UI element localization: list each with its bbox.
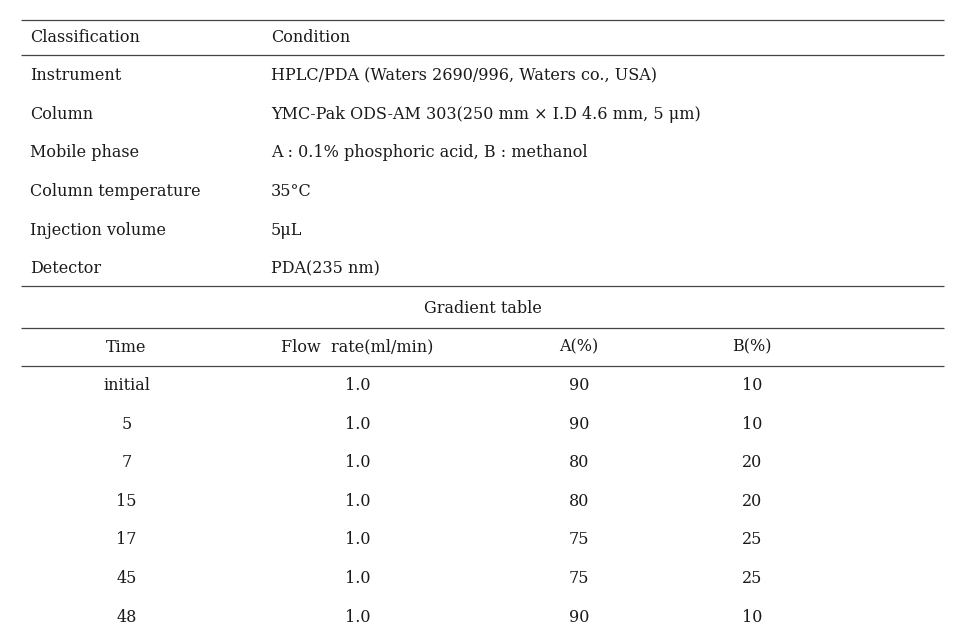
Text: A : 0.1% phosphoric acid, B : methanol: A : 0.1% phosphoric acid, B : methanol xyxy=(271,144,588,161)
Text: 90: 90 xyxy=(568,609,589,626)
Text: 90: 90 xyxy=(568,416,589,433)
Text: 20: 20 xyxy=(742,493,762,510)
Text: 1.0: 1.0 xyxy=(345,570,371,587)
Text: Injection volume: Injection volume xyxy=(30,222,166,239)
Text: Classification: Classification xyxy=(30,28,140,46)
Text: 17: 17 xyxy=(116,532,137,549)
Text: Flow  rate(ml/min): Flow rate(ml/min) xyxy=(281,339,433,356)
Text: Mobile phase: Mobile phase xyxy=(30,144,139,161)
Text: 75: 75 xyxy=(568,532,589,549)
Text: PDA(235 nm): PDA(235 nm) xyxy=(271,260,379,277)
Text: YMC-Pak ODS-AM 303(250 mm × I.D 4.6 mm, 5 μm): YMC-Pak ODS-AM 303(250 mm × I.D 4.6 mm, … xyxy=(271,106,701,123)
Text: HPLC/PDA (Waters 2690/996, Waters co., USA): HPLC/PDA (Waters 2690/996, Waters co., U… xyxy=(271,67,657,84)
Text: Column temperature: Column temperature xyxy=(30,183,201,200)
Text: 90: 90 xyxy=(568,377,589,394)
Text: 10: 10 xyxy=(742,377,762,394)
Text: 45: 45 xyxy=(117,570,137,587)
Text: Time: Time xyxy=(106,339,147,356)
Text: 5μL: 5μL xyxy=(271,222,302,239)
Text: 1.0: 1.0 xyxy=(345,532,371,549)
Text: Instrument: Instrument xyxy=(30,67,122,84)
Text: 75: 75 xyxy=(568,570,589,587)
Text: 25: 25 xyxy=(742,532,762,549)
Text: 80: 80 xyxy=(568,493,589,510)
Text: 1.0: 1.0 xyxy=(345,493,371,510)
Text: 5: 5 xyxy=(122,416,131,433)
Text: Condition: Condition xyxy=(271,28,350,46)
Text: Detector: Detector xyxy=(30,260,101,277)
Text: 1.0: 1.0 xyxy=(345,454,371,471)
Text: Gradient table: Gradient table xyxy=(424,300,541,317)
Text: initial: initial xyxy=(103,377,150,394)
Text: 10: 10 xyxy=(742,416,762,433)
Text: 25: 25 xyxy=(742,570,762,587)
Text: 48: 48 xyxy=(117,609,137,626)
Text: 15: 15 xyxy=(116,493,137,510)
Text: 1.0: 1.0 xyxy=(345,416,371,433)
Text: 1.0: 1.0 xyxy=(345,609,371,626)
Text: B(%): B(%) xyxy=(732,339,772,356)
Text: 7: 7 xyxy=(122,454,131,471)
Text: 1.0: 1.0 xyxy=(345,377,371,394)
Text: 35°C: 35°C xyxy=(271,183,312,200)
Text: 80: 80 xyxy=(568,454,589,471)
Text: 20: 20 xyxy=(742,454,762,471)
Text: Column: Column xyxy=(30,106,94,123)
Text: A(%): A(%) xyxy=(559,339,598,356)
Text: 10: 10 xyxy=(742,609,762,626)
